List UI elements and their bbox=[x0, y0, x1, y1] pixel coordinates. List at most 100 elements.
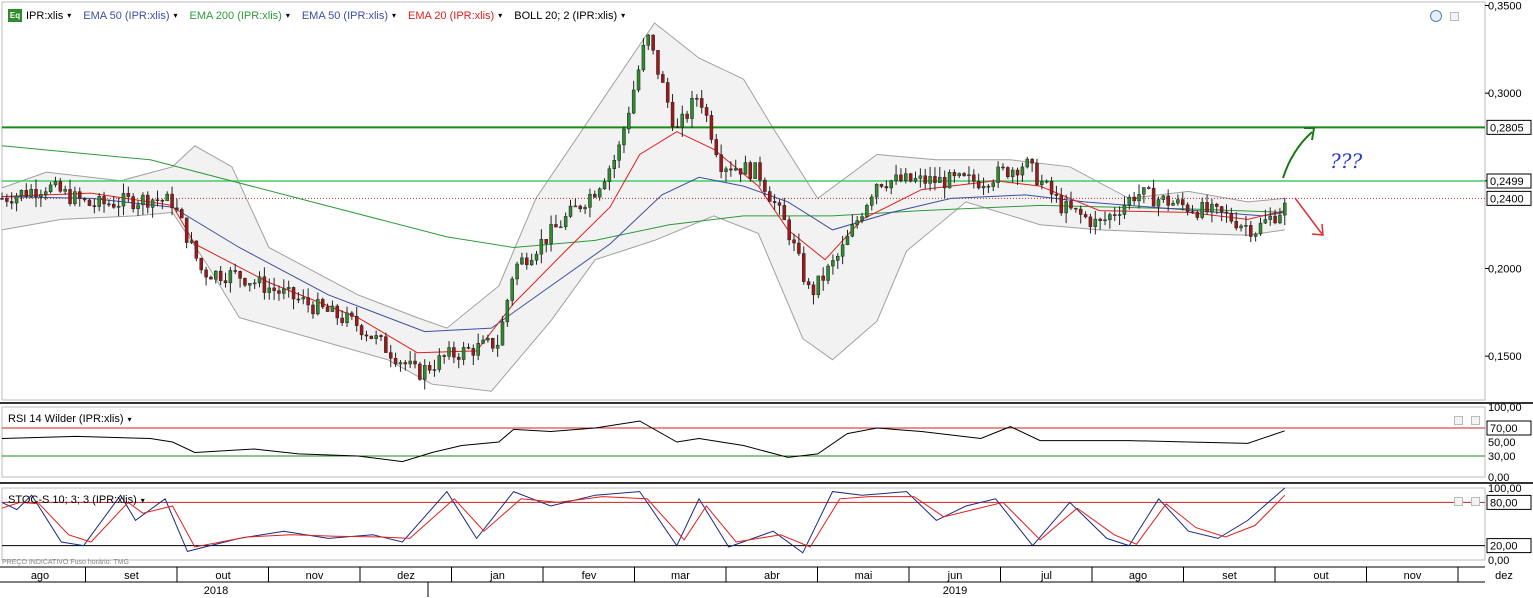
candle-body bbox=[442, 355, 446, 357]
month-label: ago bbox=[1129, 570, 1147, 582]
month-label: jul bbox=[1040, 570, 1052, 582]
candle-body bbox=[806, 281, 811, 286]
indicator-label: EMA 200 (IPR:xlis) bbox=[189, 9, 282, 22]
candle-body bbox=[14, 195, 19, 204]
candle-body bbox=[1137, 194, 1141, 202]
candle-body bbox=[597, 188, 602, 198]
candle-body bbox=[612, 160, 616, 170]
red-down-arrow bbox=[1294, 197, 1323, 235]
candle-body bbox=[729, 168, 733, 171]
stoch-k-line bbox=[1, 487, 1286, 554]
rsi-tools bbox=[1454, 416, 1480, 425]
candle-body bbox=[758, 162, 762, 181]
candle-body bbox=[879, 184, 884, 187]
candle-body bbox=[107, 203, 111, 206]
candle-body bbox=[962, 173, 966, 176]
candle-body bbox=[588, 193, 592, 208]
clock-icon[interactable] bbox=[1430, 10, 1442, 22]
candle-body bbox=[957, 173, 961, 177]
indicator-label: EMA 20 (IPR:xlis) bbox=[408, 9, 495, 22]
stoch-label-box bbox=[1486, 538, 1532, 554]
price-label-box bbox=[1486, 119, 1532, 135]
rsi-legend[interactable]: RSI 14 Wilder (IPR:xlis) ▾ bbox=[8, 413, 132, 425]
candle-body bbox=[772, 201, 777, 203]
restore-icon[interactable] bbox=[1454, 416, 1463, 425]
close-icon[interactable] bbox=[1471, 497, 1480, 506]
indicator-boll[interactable]: BOLL 20; 2 (IPR:xlis) ▾ bbox=[514, 10, 625, 22]
stoch-tick-label: 100,00 bbox=[1488, 483, 1522, 495]
candle-body bbox=[194, 240, 199, 259]
indicator-label: EMA 50 (IPR:xlis) bbox=[301, 9, 389, 22]
candle-body bbox=[1205, 202, 1209, 213]
price-label-box bbox=[1486, 173, 1532, 189]
indicator-ema50-b[interactable]: EMA 50 (IPR:xlis) ▾ bbox=[302, 10, 396, 22]
candle-body bbox=[481, 339, 485, 344]
candle-body bbox=[627, 112, 631, 130]
green-arrow-head bbox=[1304, 127, 1316, 141]
candle-body bbox=[1156, 199, 1161, 207]
month-label: out bbox=[1313, 570, 1328, 582]
candle-body bbox=[1171, 202, 1175, 206]
candle-body bbox=[461, 347, 466, 360]
candle-body bbox=[593, 193, 597, 198]
candle-body bbox=[646, 34, 651, 46]
candle-body bbox=[529, 259, 534, 266]
candle-body bbox=[670, 102, 675, 127]
stoch-legend[interactable]: STOC-S 10; 3; 3 (IPR:xlis) ▾ bbox=[8, 494, 145, 506]
candle-body bbox=[981, 185, 986, 189]
candle-body bbox=[1239, 225, 1243, 229]
candle-body bbox=[733, 168, 738, 171]
panel-frame bbox=[1, 487, 1486, 561]
candle-body bbox=[379, 335, 383, 337]
candle-body bbox=[1006, 167, 1010, 178]
candle-body bbox=[1253, 233, 1258, 237]
candle-body bbox=[1064, 201, 1068, 214]
green-up-arrow bbox=[1282, 131, 1313, 179]
candle-body bbox=[136, 204, 140, 209]
chevron-down-icon: ▾ bbox=[621, 11, 626, 20]
month-label: set bbox=[1222, 570, 1237, 582]
restore-icon[interactable] bbox=[1454, 497, 1463, 506]
indicator-ema200[interactable]: EMA 200 (IPR:xlis) ▾ bbox=[190, 10, 290, 22]
year-label: 2018 bbox=[204, 585, 228, 597]
rsi-current-label: 70,00 bbox=[1490, 423, 1518, 435]
month-label: out bbox=[215, 570, 230, 582]
month-label: jan bbox=[489, 570, 505, 582]
candle-body bbox=[520, 257, 524, 265]
candle-body bbox=[1025, 158, 1030, 168]
candle-body bbox=[374, 335, 378, 339]
candle-body bbox=[1234, 221, 1238, 229]
close-icon[interactable] bbox=[1471, 416, 1480, 425]
candle-body bbox=[345, 312, 349, 324]
candle-body bbox=[904, 173, 908, 182]
candle-body bbox=[661, 74, 665, 83]
price-label: 0,2499 bbox=[1490, 176, 1524, 188]
symbol-selector[interactable]: Eq IPR:xlis ▾ bbox=[8, 9, 71, 22]
candle-body bbox=[325, 306, 330, 312]
rsi-line bbox=[1, 420, 1285, 463]
indicator-ema50-a[interactable]: EMA 50 (IPR:xlis) ▾ bbox=[83, 10, 177, 22]
candle-body bbox=[48, 184, 53, 193]
candle-body bbox=[301, 297, 306, 300]
candle-body bbox=[1059, 195, 1064, 214]
candle-body bbox=[330, 305, 335, 312]
price-tick-label: 0,3500 bbox=[1488, 1, 1522, 13]
candle-body bbox=[141, 194, 145, 206]
candle-body bbox=[388, 352, 393, 359]
candle-body bbox=[1103, 219, 1107, 222]
candle-body bbox=[447, 347, 451, 357]
candle-body bbox=[1069, 201, 1073, 209]
month-label: dez bbox=[397, 570, 415, 582]
price-tick-label: 0,1500 bbox=[1488, 351, 1522, 363]
candle-body bbox=[97, 196, 101, 207]
candle-body bbox=[452, 347, 456, 358]
maximize-icon[interactable] bbox=[1450, 11, 1459, 21]
candle-body bbox=[116, 205, 121, 208]
candle-body bbox=[991, 182, 996, 187]
candle-body bbox=[704, 107, 709, 116]
candle-body bbox=[539, 239, 544, 255]
candle-body bbox=[471, 348, 476, 356]
indicator-ema20[interactable]: EMA 20 (IPR:xlis) ▾ bbox=[408, 10, 502, 22]
month-label: dez bbox=[1495, 570, 1513, 582]
